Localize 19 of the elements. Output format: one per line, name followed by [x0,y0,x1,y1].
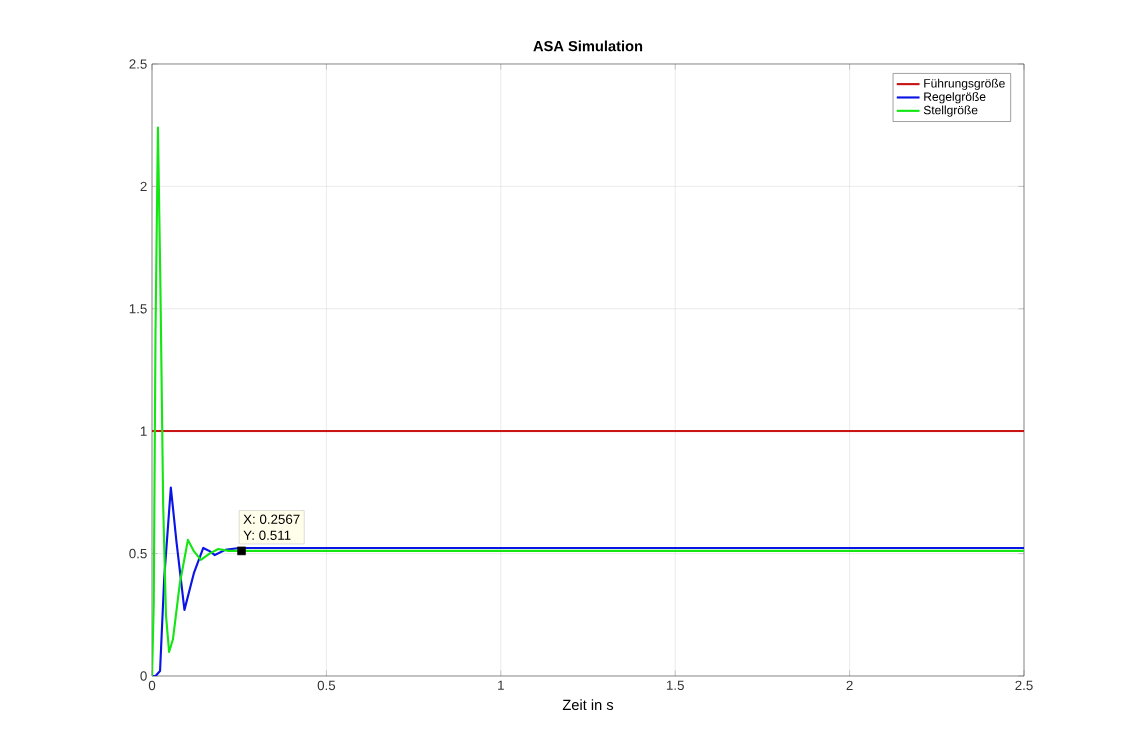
y-tick-label: 0 [140,671,147,681]
y-tick-label: 2 [140,181,147,192]
x-tick-label: 1.5 [666,680,684,690]
y-tick-label: 1.5 [129,304,147,314]
x-tick-label: 1 [498,680,504,690]
legend-label: Führungsgröße [924,78,1005,90]
chart-title: ASA Simulation [533,40,643,52]
y-tick-label: 2.5 [129,59,147,69]
y-tick-label: 0.5 [129,548,147,559]
annotation: Y: 0.511 [243,530,291,540]
x-tick-label: 2 [846,680,853,691]
y-tick-label: 1 [140,426,147,436]
legend-label: Stellgröße [923,105,978,117]
x-axis-title: Zeit in s [562,699,614,711]
legend-label: Regelgröße [924,92,986,104]
x-tick-label: 0.5 [317,680,336,691]
annotation: X: 0.2567 [243,514,300,524]
x-tick-label: 2.5 [1015,680,1033,691]
x-tick-label: 0 [148,680,156,691]
